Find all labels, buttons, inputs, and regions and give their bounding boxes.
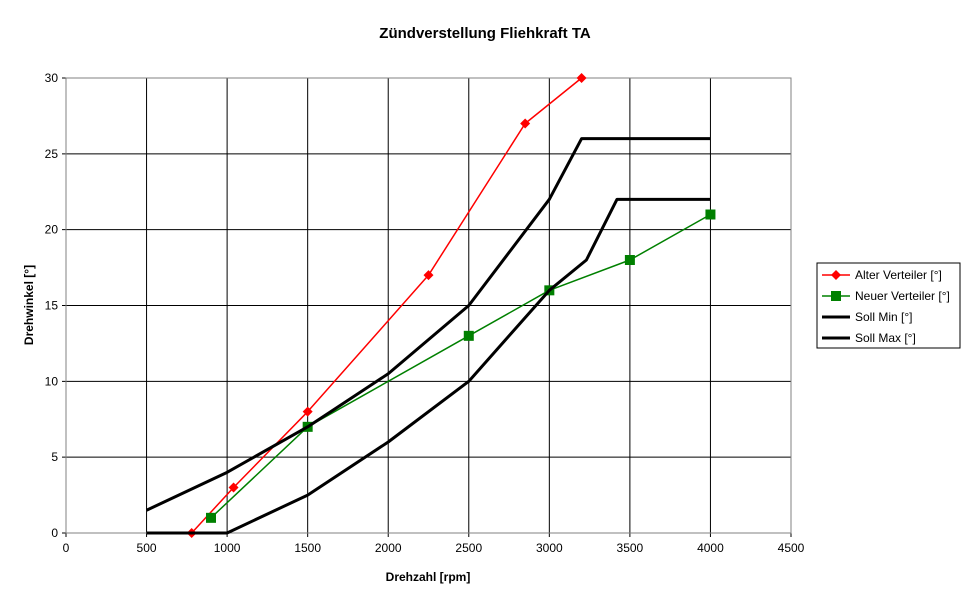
y-tick-label: 25 (45, 147, 59, 161)
x-axis-label: Drehzahl [rpm] (386, 570, 471, 584)
series-line-0 (191, 77, 583, 534)
data-point (520, 118, 531, 129)
data-point (705, 209, 716, 220)
y-tick-label: 20 (45, 223, 59, 237)
series-line-1 (210, 213, 711, 519)
chart-title: Zündverstellung Fliehkraft TA (379, 25, 591, 42)
data-point (463, 330, 474, 341)
y-axis-label: Drehwinkel [°] (22, 265, 36, 345)
x-tick-label: 1500 (294, 541, 321, 555)
y-tick-label: 10 (45, 374, 59, 388)
data-point (228, 482, 239, 493)
legend-box (816, 262, 961, 349)
data-point (423, 270, 434, 281)
legend-label: Alter Verteiler [°] (855, 268, 942, 282)
x-tick-label: 1000 (214, 541, 241, 555)
plot-area (65, 77, 792, 534)
series-line-3 (145, 137, 711, 512)
y-tick-label: 0 (51, 526, 58, 540)
data-point (624, 255, 635, 265)
x-tick-label: 500 (137, 541, 157, 555)
legend-label: Soll Min [°] (855, 310, 912, 324)
x-tick-label: 2500 (455, 541, 482, 555)
x-tick-label: 3500 (617, 541, 644, 555)
legend-marker (831, 270, 841, 280)
y-tick-label: 30 (45, 71, 59, 85)
y-tick-label: 5 (51, 450, 58, 464)
x-tick-label: 0 (63, 541, 70, 555)
data-point (576, 73, 587, 83)
x-tick-label: 4500 (778, 541, 805, 555)
y-tick-label: 15 (45, 299, 59, 313)
x-tick-label: 4000 (697, 541, 724, 555)
data-point (206, 512, 216, 523)
legend-marker (831, 291, 841, 301)
legend-label: Neuer Verteiler [°] (855, 289, 950, 303)
data-point (302, 406, 313, 417)
x-tick-label: 2000 (375, 541, 402, 555)
legend-label: Soll Max [°] (855, 331, 916, 345)
series-line-2 (146, 197, 711, 535)
x-tick-label: 3000 (536, 541, 563, 555)
